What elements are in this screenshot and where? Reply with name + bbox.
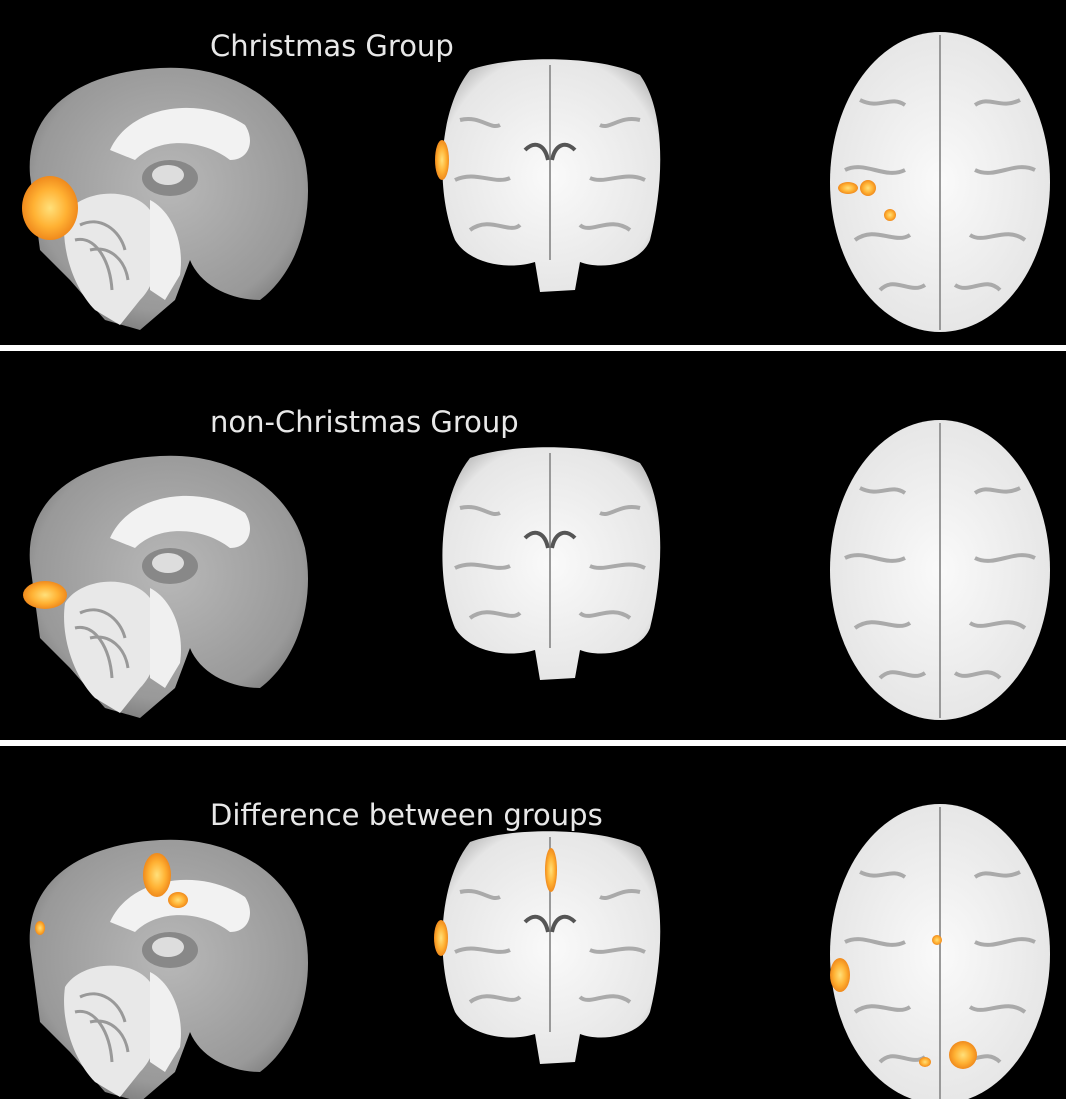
activation <box>860 180 876 196</box>
activation <box>545 848 557 892</box>
activation <box>949 1041 977 1069</box>
panel-title: Difference between groups <box>210 798 603 832</box>
panel-title: non-Christmas Group <box>210 405 519 439</box>
activation <box>143 853 171 897</box>
activation <box>830 958 850 992</box>
activation <box>435 140 449 180</box>
activation <box>168 892 188 908</box>
activation <box>22 176 78 240</box>
panel-title: Christmas Group <box>210 29 454 63</box>
activation <box>23 581 67 609</box>
activation <box>932 935 942 945</box>
axial-slice <box>830 804 1050 1099</box>
activation <box>35 921 45 935</box>
figure: Christmas Group non-Christmas Group Diff… <box>0 0 1066 1099</box>
coronal-slice <box>442 447 660 680</box>
coronal-slice <box>442 59 660 292</box>
activation <box>838 182 858 194</box>
activation <box>884 209 896 221</box>
activation <box>919 1057 931 1067</box>
axial-slice <box>830 420 1050 720</box>
activation <box>434 920 448 956</box>
